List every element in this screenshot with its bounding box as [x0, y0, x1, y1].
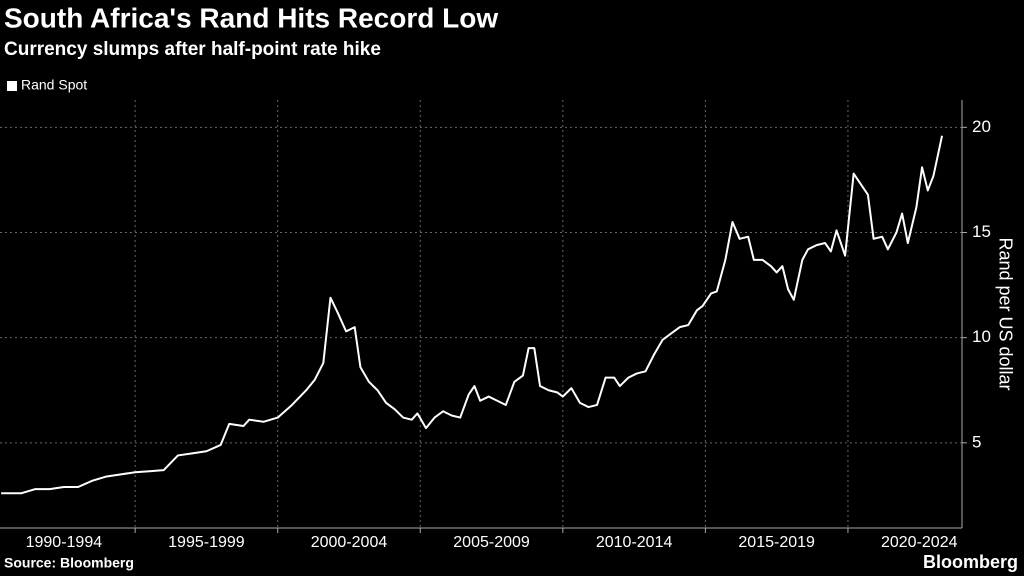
y-tick-label: 20 — [972, 117, 991, 136]
x-tick-label: 1995-1999 — [168, 534, 245, 551]
x-tick-label: 2015-2019 — [738, 534, 815, 551]
x-tick-label: 2010-2014 — [596, 534, 673, 551]
line — [1, 135, 944, 495]
y-tick-label: 5 — [972, 432, 981, 451]
x-tick-label: 2020-2024 — [881, 534, 958, 551]
y-tick-label: 15 — [972, 222, 991, 241]
y-axis-label: Rand per US dollar — [995, 237, 1015, 390]
chart-subtitle: Currency slumps after half-point rate hi… — [4, 39, 381, 60]
source: Source: Bloomberg — [4, 555, 134, 571]
y-tick-label: 10 — [972, 327, 991, 346]
legend-swatch — [7, 81, 17, 91]
legend-label: Rand Spot — [21, 77, 87, 93]
brand: Bloomberg — [923, 552, 1018, 572]
chart-title: South Africa's Rand Hits Record Low — [4, 2, 498, 33]
x-tick-label: 1990-1994 — [26, 534, 103, 551]
x-tick-label: 2000-2004 — [311, 534, 388, 551]
x-tick-label: 2005-2009 — [453, 534, 530, 551]
